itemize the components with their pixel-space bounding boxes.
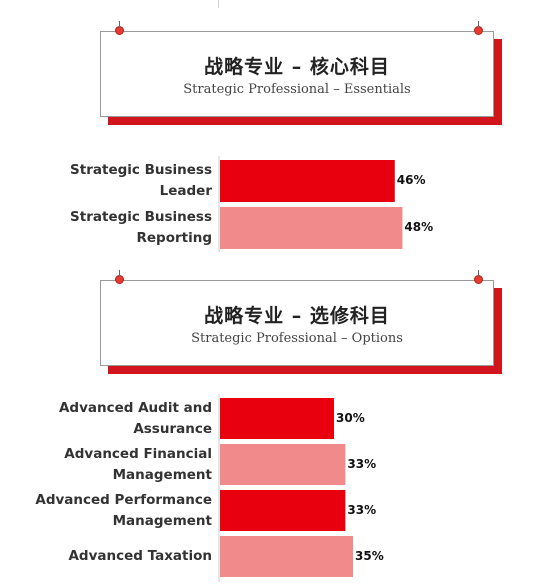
essentials-bar-chart-svg [218, 156, 403, 252]
value-label: 48% [404, 220, 434, 234]
category-label: Advanced Financial Management [22, 444, 212, 486]
options-bar-chart: 30% Advanced Audit and Assurance 33% Advance… [0, 394, 559, 582]
bar [220, 160, 395, 202]
section-subtitle: Strategic Professional – Options [191, 331, 403, 346]
value-label: 46% [396, 173, 426, 187]
options-title-card: 战略专业 – 选修科目 Strategic Professional – Opt… [100, 270, 502, 374]
top-axis-stub [218, 0, 219, 8]
category-label: Strategic Business Leader [22, 160, 212, 202]
bar [220, 536, 353, 577]
essentials-bar-chart: 46% Strategic Business Leader 48% Strategic … [0, 156, 559, 252]
category-label-line: Strategic Business [70, 162, 212, 178]
bar [220, 444, 346, 485]
value-label: 35% [355, 548, 384, 563]
category-label-line: Advanced Audit and [58, 399, 212, 416]
bar [220, 490, 346, 531]
essentials-title-card: 战略专业 – 核心科目 Strategic Professional – Ess… [100, 21, 502, 125]
bar [220, 398, 334, 439]
category-label-line: Reporting [136, 230, 212, 246]
card-face: 战略专业 – 核心科目 Strategic Professional – Ess… [100, 21, 494, 117]
options-bar-chart-svg [218, 394, 353, 582]
category-label-line: Advanced Financial [64, 445, 212, 462]
pin-icon [474, 21, 483, 35]
value-label: 33% [347, 456, 377, 471]
category-label-line: Management [112, 466, 212, 483]
pin-icon [474, 270, 483, 284]
section-subtitle: Strategic Professional – Essentials [183, 82, 411, 97]
pin-icon [115, 270, 124, 284]
value-label: 30% [336, 410, 365, 425]
bar [220, 207, 403, 249]
category-label: Advanced Audit and Assurance [22, 398, 212, 440]
pin-icon [115, 21, 124, 35]
category-label-line: Assurance [133, 420, 212, 437]
category-label-line: Advanced Performance [35, 491, 212, 508]
category-label: Advanced Taxation [22, 546, 212, 567]
section-title: 战略专业 – 核心科目 [204, 56, 390, 78]
category-label-line: Advanced Taxation [68, 548, 212, 564]
category-label-line: Leader [159, 183, 212, 199]
category-label: Strategic Business Reporting [22, 207, 212, 249]
section-title: 战略专业 – 选修科目 [204, 305, 390, 327]
category-label-line: Management [112, 512, 212, 529]
category-label-line: Strategic Business [70, 209, 212, 225]
value-label: 33% [347, 502, 377, 517]
category-label: Advanced Performance Management [22, 490, 212, 532]
card-face: 战略专业 – 选修科目 Strategic Professional – Opt… [100, 270, 494, 366]
